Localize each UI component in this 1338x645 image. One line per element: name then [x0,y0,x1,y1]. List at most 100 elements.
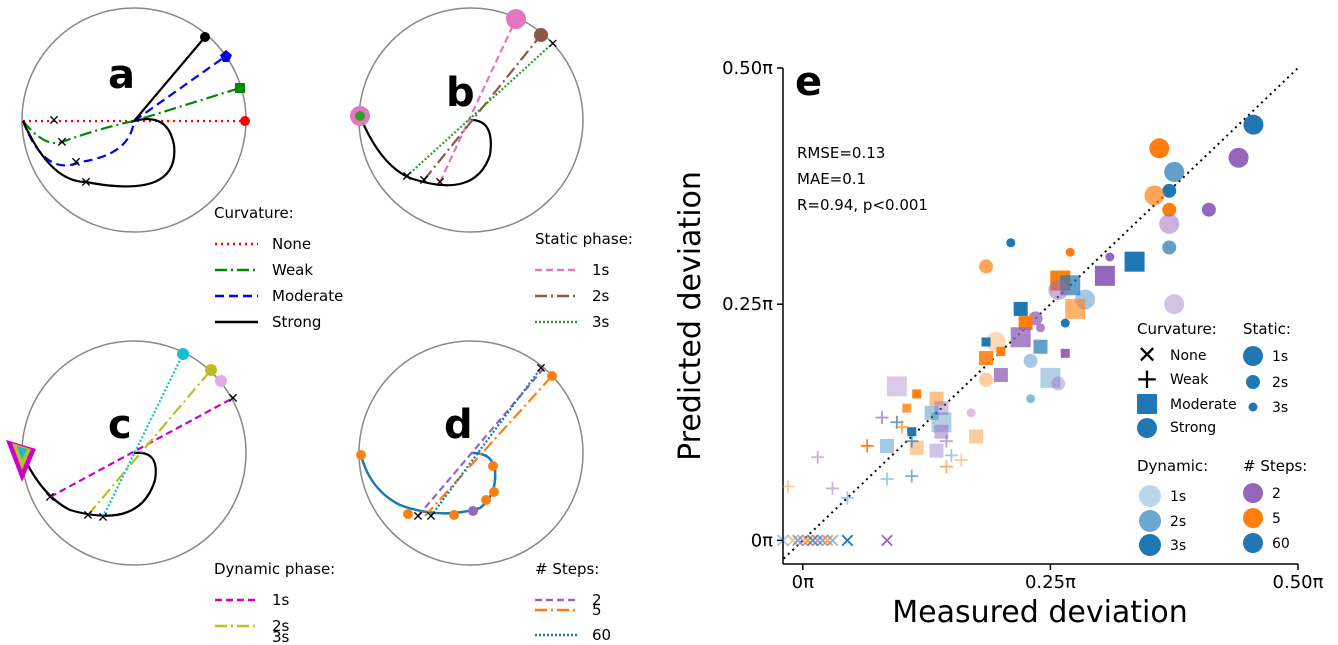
data-point [787,534,799,547]
panel-a: a ✕ ✕ ✕ ✕ Curvature: None Weak Moderate … [21,7,343,331]
start-marker-moderate: ✕ [70,155,82,171]
trajectory-steps-60-line [430,367,542,517]
legend-b-label-2s: 2s [592,287,610,305]
static-start-marker-inner [355,111,365,121]
data-point [781,480,795,494]
data-point [944,448,958,462]
data-point [875,411,889,425]
dynamic-start-marker-inner [17,446,27,460]
data-point [1048,280,1069,301]
legend-d-label-60: 60 [592,626,611,644]
data-point [1013,301,1028,316]
data-point [1201,202,1216,217]
legend-e-dynamic-1s-label: 1s [1170,489,1186,505]
legend-b-label-3s: 3s [592,313,610,331]
legend-e-steps-title: # Steps: [1243,457,1307,475]
data-point [1010,327,1031,348]
data-point [821,534,834,547]
data-point [1105,252,1115,262]
trajectory-common-curve-b [358,115,492,187]
legend-c-label-3s: 3s [272,628,290,645]
panel-d: d ✕ ✕ ✕ # Steps: 2 5 60 [356,340,611,644]
legend-e-curvature-weak-label: Weak [1170,372,1209,388]
start-marker-steps-2: ✕ [412,509,424,525]
data-point [1124,251,1145,272]
legend-e-steps-2-label: 2 [1272,486,1281,502]
data-point [993,368,1008,383]
end-marker-static-3s: ✕ [548,37,559,52]
x-tick-label: 0.25π [1025,572,1076,593]
start-marker-steps-60: ✕ [425,509,437,525]
legend-d: # Steps: 2 5 60 [535,560,611,644]
data-point [1065,247,1075,257]
data-point [996,346,1006,356]
end-marker-static-1s [506,9,526,29]
legend-e-dynamic-3s-marker [1139,534,1161,556]
start-marker-weak: ✕ [56,135,68,151]
panel-a-letter: a [108,52,135,98]
legend-e-static-1s-label: 1s [1272,349,1288,365]
data-point [969,429,984,444]
data-point [1144,185,1165,206]
data-point [912,389,922,399]
data-point [934,424,949,439]
step-dot-4 [468,506,478,516]
data-point [905,469,919,483]
legend-e-static-3s-marker [1248,402,1258,412]
x-tick-label: 0.50π [1273,572,1324,593]
trajectory-dynamic-2s [87,369,212,516]
data-point [811,450,825,464]
data-point [860,439,874,453]
legend-e-dynamic-3s-label: 3s [1170,538,1186,554]
legend-e-steps-5-label: 5 [1272,511,1281,527]
end-marker-none [240,116,250,126]
legend-a: Curvature: None Weak Moderate Strong [214,204,343,331]
legend-e-dynamic-2s-label: 2s [1170,514,1186,530]
start-marker-dynamic-3s: ✕ [97,510,109,526]
end-marker-dynamic-2s [205,364,217,376]
legend-c: Dynamic phase: 1s 2s 3s [214,560,335,645]
data-point [1164,294,1185,315]
data-point [1036,323,1045,333]
legend-e-dynamic-1s-marker [1139,485,1161,507]
end-marker-steps-60: ✕ [535,361,547,377]
panel-d-letter: d [444,402,473,448]
end-marker-dynamic-2s-extra [215,375,227,387]
legend-c-label-1s: 1s [272,591,290,609]
data-point [1159,213,1180,234]
end-marker-dynamic-3s [177,348,189,360]
legend-e-static-3s-label: 3s [1272,400,1288,416]
data-point [907,427,917,437]
data-point [1060,348,1070,358]
legend-e-steps-60-label: 60 [1272,536,1290,552]
legend-e-steps-5-marker [1243,508,1263,528]
panel-e-letter: e [795,59,822,105]
legend-b-title: Static phase: [535,230,633,248]
step-dot-7 [488,461,498,471]
legend-e-static-title: Static: [1243,320,1291,338]
start-marker-strong: ✕ [80,175,92,191]
legend-e-dynamic-2s-marker [1139,510,1161,532]
trajectory-strong [21,36,206,188]
data-point [1051,376,1066,391]
data-point [939,460,953,474]
data-point [1065,298,1086,319]
start-marker-dynamic-2s: ✕ [82,508,94,524]
end-marker-weak [235,83,245,93]
trajectory-steps-5 [424,375,553,517]
data-point [1006,238,1016,248]
data-point [792,534,804,547]
data-point [1040,367,1061,388]
trajectory-static-1s [439,18,517,183]
trajectory-dynamic-1s [49,397,234,498]
data-point [1162,183,1177,198]
data-point [979,372,994,387]
panel-b-letter: b [446,70,475,116]
legend-e: Curvature: ✕ None + Weak Moderate Strong… [1135,320,1307,556]
panel-c-trajectories: ✕ ✕ ✕ ✕ [6,348,239,526]
end-marker-moderate [220,50,232,62]
start-marker-static-3s: ✕ [401,169,413,185]
data-point [1060,318,1070,328]
panel-c: c ✕ ✕ ✕ ✕ Dynamic phase: 1s 2s 3s [6,340,335,645]
